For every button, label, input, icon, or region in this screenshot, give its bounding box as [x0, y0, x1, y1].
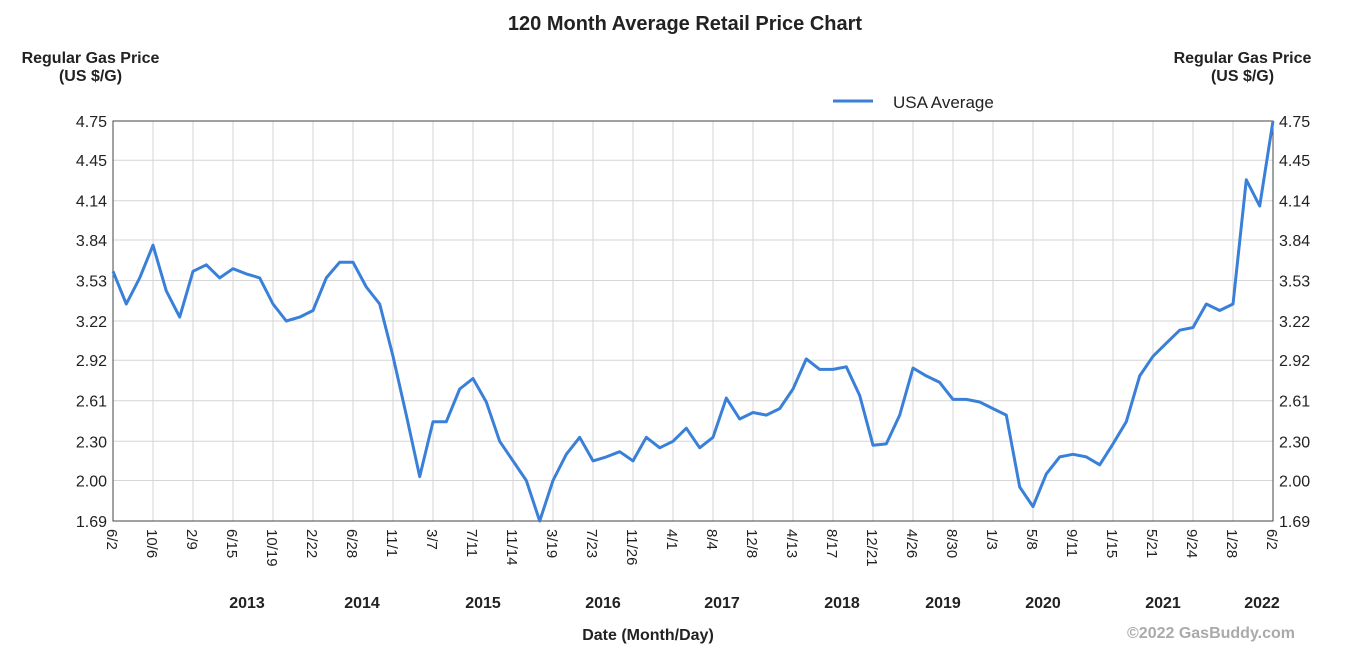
y2-axis-title-box: Regular Gas Price (US $/G) [1173, 50, 1312, 85]
credit: ©2022 GasBuddy.com [1127, 625, 1295, 642]
x-tick-label: 3/7 [423, 529, 440, 550]
year-label: 2013 [229, 595, 265, 612]
y-tick-label: 3.22 [76, 314, 107, 331]
x-tick-label: 6/2 [103, 529, 120, 550]
y2-tick-label: 3.53 [1279, 273, 1310, 290]
x-axis-title: Date (Month/Day) [582, 627, 714, 644]
x-tick-label: 5/21 [1143, 529, 1160, 558]
year-label: 2016 [585, 595, 621, 612]
year-label: 2015 [465, 595, 501, 612]
x-tick-label: 8/17 [823, 529, 840, 558]
x-tick-label: 11/1 [383, 529, 400, 557]
x-tick-label: 6/15 [223, 529, 240, 558]
y2-tick-label: 1.69 [1279, 514, 1310, 531]
x-tick-label: 8/30 [943, 529, 960, 558]
x-tick-label: 2/9 [183, 529, 200, 550]
y-tick-label: 2.61 [76, 394, 107, 411]
plot-frame [112, 120, 1274, 522]
x-tick-label: 2/22 [303, 529, 320, 558]
y-tick-label: 4.45 [76, 153, 107, 170]
x-tick-label: 9/11 [1063, 529, 1080, 557]
y2-axis-title: Regular Gas Price (US $/G) [1173, 50, 1312, 85]
year-label: 2020 [1025, 595, 1061, 612]
x-tick-label: 9/24 [1183, 529, 1200, 558]
x-tick-label: 1/15 [1103, 529, 1120, 558]
x-tick-label: 7/11 [463, 529, 480, 557]
x-tick-label: 7/23 [583, 529, 600, 558]
year-label: 2018 [824, 595, 860, 612]
x-tick-label: 4/13 [783, 529, 800, 558]
y2-tick-label: 3.22 [1279, 314, 1310, 331]
y-axis-title: Regular Gas Price (US $/G) [21, 50, 160, 85]
x-tick-label: 8/4 [703, 529, 720, 550]
legend-label: USA Average [893, 93, 994, 112]
y-tick-label: 1.69 [76, 514, 107, 531]
y-tick-label: 2.30 [76, 434, 107, 451]
year-label: 2014 [344, 595, 380, 612]
x-tick-label: 11/14 [503, 529, 520, 565]
y2-tick-label: 2.30 [1279, 434, 1310, 451]
y2-tick-label: 4.75 [1279, 114, 1310, 131]
line-series [111, 120, 1275, 523]
x-tick-label: 4/26 [903, 529, 920, 558]
x-tick-label: 6/28 [343, 529, 360, 558]
x-tick-label: 12/21 [863, 529, 880, 567]
y2-tick-label: 4.14 [1279, 194, 1310, 211]
x-tick-label: 3/19 [543, 529, 560, 558]
y2-tick-label: 2.92 [1279, 353, 1310, 370]
x-tick-label: 12/8 [743, 529, 760, 558]
x-tick-label: 1/28 [1223, 529, 1240, 558]
x-tick-label: 6/2 [1263, 529, 1280, 550]
y-tick-label: 4.14 [76, 194, 107, 211]
y-axis-title-box: Regular Gas Price (US $/G) [21, 50, 160, 85]
year-label: 2021 [1145, 595, 1181, 612]
y2-tick-label: 2.61 [1279, 394, 1310, 411]
y2-tick-label: 3.84 [1279, 233, 1310, 250]
y-tick-label: 3.53 [76, 273, 107, 290]
year-label: 2019 [925, 595, 961, 612]
year-label: 2022 [1244, 595, 1280, 612]
x-tick-label: 10/6 [143, 529, 160, 558]
x-tick-label: 5/8 [1023, 529, 1040, 550]
year-label: 2017 [704, 595, 740, 612]
y-tick-label: 3.84 [76, 233, 107, 250]
x-tick-label: 11/26 [623, 529, 640, 565]
x-tick-label: 10/19 [263, 529, 280, 567]
y2-tick-label: 4.45 [1279, 153, 1310, 170]
chart-title: 120 Month Average Retail Price Chart [508, 13, 863, 35]
y2-tick-label: 2.00 [1279, 473, 1310, 490]
x-tick-label: 1/3 [983, 529, 1000, 550]
y-tick-label: 2.92 [76, 353, 107, 370]
y-tick-label: 2.00 [76, 473, 107, 490]
x-tick-label: 4/1 [663, 529, 680, 550]
y-tick-label: 4.75 [76, 114, 107, 131]
